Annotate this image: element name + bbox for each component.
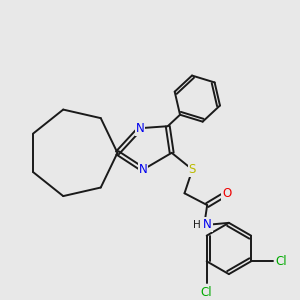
Text: N: N — [139, 163, 148, 176]
Text: S: S — [189, 163, 196, 176]
Text: Cl: Cl — [201, 286, 212, 299]
Text: H: H — [194, 220, 201, 230]
Text: N: N — [203, 218, 212, 231]
Text: N: N — [136, 122, 145, 135]
Text: O: O — [222, 187, 232, 200]
Text: Cl: Cl — [276, 255, 287, 268]
